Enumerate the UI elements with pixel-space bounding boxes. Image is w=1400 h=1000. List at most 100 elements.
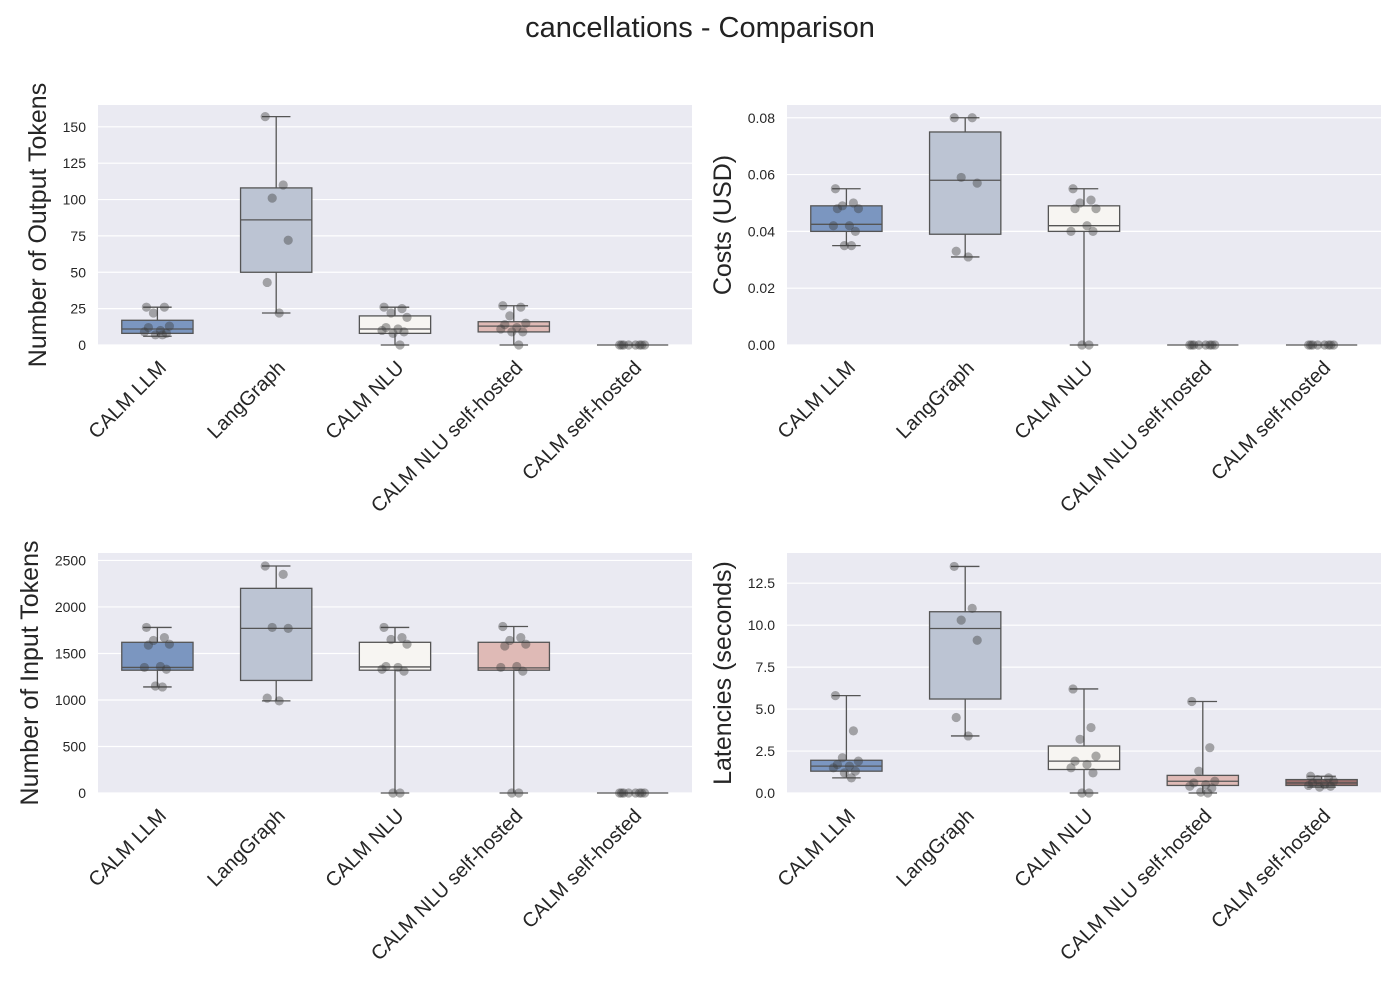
box-body — [239, 587, 313, 682]
data-point — [1077, 340, 1087, 350]
data-point — [262, 693, 272, 703]
data-point — [395, 788, 405, 798]
box-1 — [810, 695, 883, 779]
data-point — [164, 321, 174, 331]
data-point — [377, 325, 387, 336]
data-point — [1329, 776, 1339, 786]
data-point — [498, 621, 508, 632]
data-point — [274, 696, 284, 706]
data-point — [830, 184, 841, 194]
box-2 — [239, 565, 313, 702]
x-tick-label: LangGraph — [203, 805, 289, 891]
box-2 — [239, 115, 313, 314]
data-point — [1088, 226, 1098, 236]
data-point — [516, 633, 526, 643]
y-axis-label: Number of Output Tokens — [24, 83, 52, 367]
data-point — [1066, 226, 1076, 236]
box-body — [928, 131, 1002, 235]
x-tick-label: CALM self-hosted — [1207, 357, 1335, 485]
data-point — [399, 666, 409, 676]
y-tick-label: 2500 — [55, 552, 86, 568]
box-3 — [358, 626, 432, 794]
data-point — [397, 304, 407, 314]
x-tick-label: CALM self-hosted — [518, 805, 646, 933]
data-point — [1324, 773, 1334, 783]
data-point — [1086, 195, 1096, 205]
data-point — [379, 622, 389, 633]
data-point — [615, 340, 625, 350]
data-point — [853, 756, 864, 766]
data-point — [1070, 204, 1080, 214]
data-point — [379, 302, 389, 312]
data-point — [967, 603, 977, 613]
box-5 — [1285, 775, 1358, 788]
data-point — [1084, 340, 1094, 350]
data-point — [141, 622, 151, 633]
data-point — [828, 763, 839, 773]
data-point — [1304, 780, 1314, 791]
data-point — [972, 635, 982, 645]
y-tick-label: 500 — [63, 738, 87, 754]
y-tick-label: 0.00 — [748, 337, 775, 353]
data-point — [846, 240, 857, 251]
data-point — [1075, 734, 1085, 744]
y-tick-label: 125 — [63, 155, 87, 171]
y-tick-label: 5.0 — [756, 701, 776, 717]
data-point — [848, 198, 859, 208]
data-point — [159, 633, 169, 643]
data-point — [1084, 788, 1094, 798]
box-1 — [121, 306, 194, 337]
data-point — [150, 681, 160, 691]
y-tick-label: 0.02 — [748, 280, 775, 296]
data-point — [274, 308, 284, 318]
box-3 — [1047, 688, 1121, 794]
data-point — [1185, 340, 1195, 350]
data-point — [148, 635, 158, 646]
data-point — [386, 308, 396, 318]
data-point — [619, 340, 629, 350]
data-point — [139, 662, 149, 673]
y-tick-label: 1500 — [55, 645, 86, 661]
data-point — [830, 691, 841, 701]
y-tick-label: 0.08 — [748, 110, 775, 126]
data-point — [837, 201, 848, 211]
y-tick-label: 75 — [70, 228, 86, 244]
box-body — [928, 611, 1002, 700]
data-point — [388, 328, 398, 338]
box-4 — [477, 305, 551, 346]
data-point — [514, 340, 524, 350]
data-point — [1201, 340, 1211, 350]
data-point — [617, 788, 627, 798]
subplot-3: 0 500 1000 1500 2000 2500 Number of Input Toke… — [16, 541, 692, 965]
data-point — [498, 301, 508, 311]
data-point — [624, 788, 634, 798]
x-tick-label: LangGraph — [892, 805, 978, 891]
box-body — [1047, 745, 1121, 771]
data-point — [1088, 768, 1098, 778]
data-point — [521, 639, 531, 649]
data-point — [395, 340, 405, 350]
data-point — [143, 322, 153, 333]
y-tick-label: 0.0 — [756, 785, 776, 801]
x-tick-label: CALM self-hosted — [1207, 805, 1335, 933]
data-point — [157, 330, 167, 340]
data-point — [260, 112, 270, 122]
data-point — [1189, 778, 1199, 788]
data-point — [505, 635, 515, 646]
y-tick-label: 0 — [78, 337, 86, 353]
data-point — [393, 324, 403, 334]
data-point — [631, 788, 641, 798]
data-point — [1068, 684, 1078, 694]
data-point — [1203, 788, 1213, 798]
data-point — [1210, 340, 1220, 350]
box-body — [121, 641, 194, 671]
x-tick-label: LangGraph — [892, 357, 978, 443]
data-point — [521, 318, 531, 328]
data-point — [850, 766, 861, 776]
data-point — [377, 664, 387, 674]
data-point — [1075, 198, 1085, 208]
data-point — [397, 633, 407, 643]
figure-title: cancellations - Comparison — [525, 12, 875, 44]
y-tick-label: 10.0 — [748, 617, 775, 633]
data-point — [505, 311, 515, 321]
